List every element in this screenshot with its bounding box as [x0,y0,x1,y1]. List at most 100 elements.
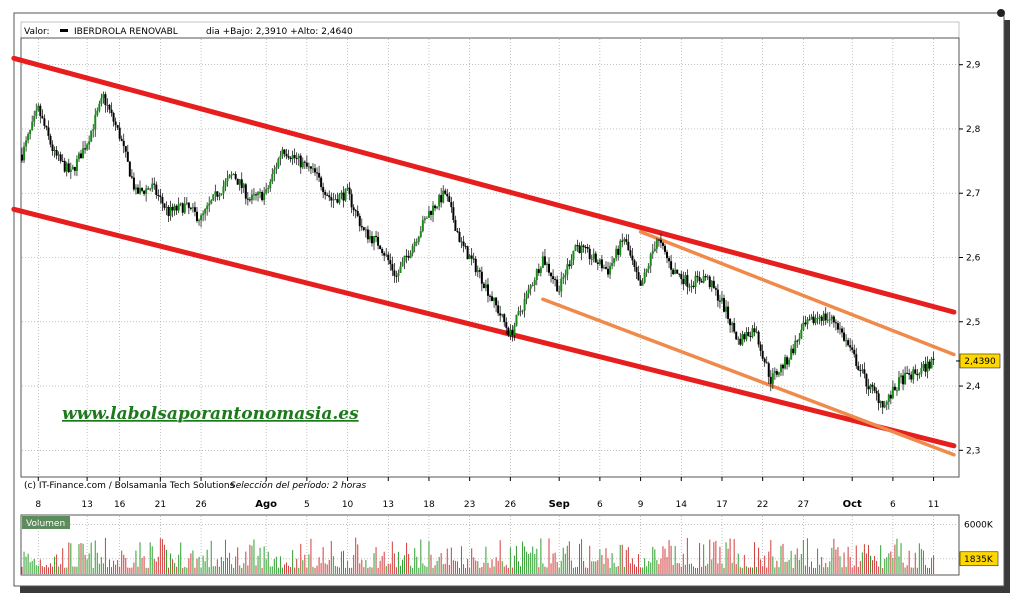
candle-body [920,368,923,374]
candle-body [865,373,868,387]
candle-body [741,334,744,345]
candle-body [694,275,697,288]
candle-body [407,256,410,258]
candle-body [206,205,209,209]
candle-body [714,288,717,290]
candle-body [53,149,56,151]
candle-body [88,141,91,145]
candle-body [51,144,54,151]
candle-body [521,310,524,312]
candle-body [818,316,821,319]
candle-body [786,357,789,365]
candle-body [242,184,245,188]
candle-body [397,272,400,276]
candle-body [281,149,284,156]
header-range: dia +Bajo: 2,3910 +Alto: 2,4640 [206,27,353,37]
candle-body [613,258,616,264]
candle-body [189,207,192,209]
candle-body [706,276,709,278]
date-tick-label: 6 [890,500,896,510]
candle-body [883,404,886,408]
candle-body [25,140,28,147]
candle-body [472,258,475,260]
candle-body [153,183,156,185]
date-tick-label: 26 [195,500,207,510]
date-tick-label: 22 [757,500,768,510]
candle-body [377,236,380,246]
date-x-axis: 8 13 16 21 26 Ago 5 10 13 18 23 26 Sep 6 9 14 17 22 27 Oct 6… [35,477,939,510]
candle-body [326,194,329,196]
candle-body [698,277,701,282]
candle-body [737,338,740,340]
candle-body [572,250,575,260]
candle-body [59,154,62,161]
candle-body [643,272,646,283]
candle-body [429,211,432,215]
trendline [11,55,957,315]
candle-body [891,386,894,399]
candle-body [564,274,567,278]
candle-body [21,154,23,161]
candle-body [505,322,508,328]
candle-body [906,372,909,374]
candle-body [863,369,866,374]
price-tick-label: 2,5 [966,318,980,328]
candle-body [930,358,933,369]
candle-body [29,129,32,135]
volume-panel: Volumen 6000K 1835K [20,514,999,576]
candle-body [527,288,530,294]
candle-body [204,208,207,214]
price-tick-label: 2,3 [966,446,980,456]
volume-tick-label: 1835K [964,555,994,565]
candle-body [782,364,785,369]
candle-body [545,263,548,265]
candle-body [507,327,510,336]
candle-body [118,127,121,139]
candle-body [841,328,844,333]
candle-body [696,275,699,278]
candle-body [708,276,711,288]
candle-body [423,218,426,221]
candle-body [238,179,241,185]
candle-body [350,194,353,208]
candle-body [244,184,247,199]
candle-body [700,281,703,283]
candle-body [562,277,565,279]
candle-body [185,202,188,204]
candle-body [867,386,870,390]
candle-body [139,188,142,194]
candle-body [491,296,494,301]
candle-body [796,340,799,342]
candle-body [112,112,115,122]
candle-body [273,169,276,175]
candle-body [666,251,669,259]
candle-body [442,190,445,203]
candle-body [814,318,817,324]
trendline [638,230,956,357]
candle-body [393,270,396,276]
trendlines [11,55,957,457]
candle-body [193,207,196,212]
candle-body [409,253,412,258]
candle-body [765,362,768,364]
candle-body [389,260,392,265]
candle-body [820,316,823,321]
candle-body [727,306,730,319]
candle-body [228,175,231,179]
candle-body [596,262,599,264]
candle-body [338,194,341,203]
candle-body [541,256,544,268]
volume-bars [21,537,935,574]
candle-body [214,191,217,195]
candle-body [92,129,95,131]
candle-body [277,158,280,168]
candle-body [314,168,317,173]
candle-body [94,114,97,130]
candle-body [222,186,225,194]
candle-body [362,227,365,230]
candle-body [629,250,632,256]
candle-body [360,226,363,228]
candle-body [484,284,487,289]
candle-body [678,273,681,275]
date-tick-label: 21 [155,500,166,510]
